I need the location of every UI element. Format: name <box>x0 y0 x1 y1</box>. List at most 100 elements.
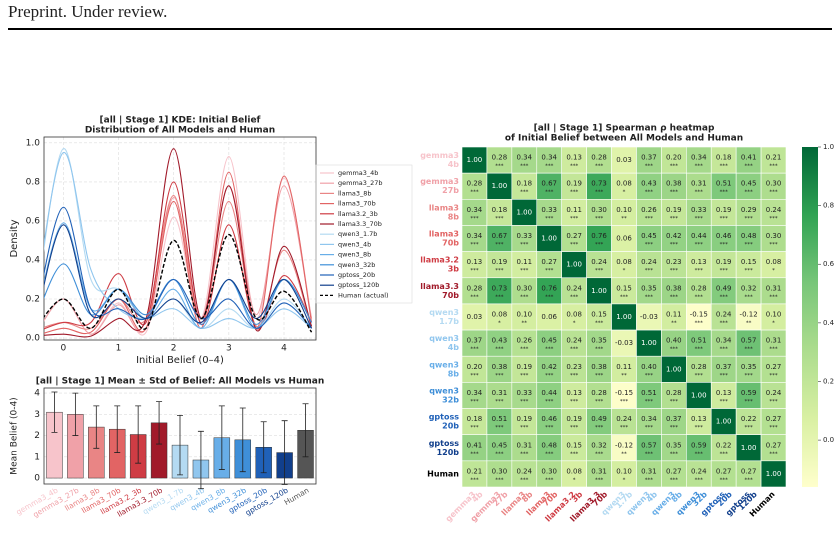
cell-stars: *** <box>470 347 479 353</box>
cell-stars: *** <box>645 242 654 248</box>
heatmap-cell <box>760 408 787 435</box>
cell-value: 0.33 <box>517 232 533 240</box>
cell-stars: *** <box>595 268 604 274</box>
cell-stars: *** <box>570 451 579 457</box>
cell-value: 0.22 <box>741 415 757 423</box>
cell-value: 0.67 <box>492 232 508 240</box>
cell-stars: *** <box>595 242 604 248</box>
cell-stars: *** <box>470 373 479 379</box>
cell-value: 0.57 <box>641 441 657 449</box>
cell-stars: *** <box>595 399 604 405</box>
cell-stars: *** <box>645 268 654 274</box>
heatmap-cell <box>486 408 513 435</box>
heatmap-cell <box>611 382 637 409</box>
cell-value: 0.32 <box>591 441 607 449</box>
heatmap-cell <box>611 199 637 226</box>
cell-stars: *** <box>520 399 529 405</box>
heatmap-cell <box>686 460 712 488</box>
cell-value: 0.28 <box>666 389 682 397</box>
heatmap-cell <box>586 251 612 279</box>
cell-stars: *** <box>620 399 629 405</box>
kde-line <box>44 224 313 329</box>
cell-stars: *** <box>545 373 554 379</box>
cell-stars: *** <box>670 347 679 353</box>
cell-stars: *** <box>470 451 479 457</box>
cell-value: 0.41 <box>467 441 483 449</box>
heatmap-cell <box>611 408 637 435</box>
heatmap-cell <box>661 329 687 357</box>
cell-stars: *** <box>670 294 679 300</box>
cell-stars: *** <box>670 268 679 274</box>
cell-stars: *** <box>570 190 579 196</box>
heatmap-cell <box>636 408 662 435</box>
cell-stars: *** <box>670 451 679 457</box>
cell-value: 0.13 <box>691 258 707 266</box>
cell-stars: *** <box>495 216 504 222</box>
cell-stars: *** <box>595 190 604 196</box>
y-tick-label: 0.4 <box>26 255 41 265</box>
cell-value: 0.45 <box>541 337 557 345</box>
cell-value: 1.00 <box>716 418 732 426</box>
error-bar <box>114 405 121 453</box>
cell-stars: *** <box>495 451 504 457</box>
cell-stars: *** <box>720 399 729 405</box>
cell-stars: *** <box>570 399 579 405</box>
cell-stars: *** <box>620 294 629 300</box>
x-tick-label: 1 <box>116 344 122 354</box>
cell-value: 0.24 <box>616 415 632 423</box>
cell-value: 0.51 <box>716 180 732 188</box>
cell-value: 0.08 <box>766 258 782 266</box>
cell-value: 1.00 <box>741 444 757 452</box>
heatmap-cell <box>486 251 513 279</box>
heatmap-cell <box>486 329 513 357</box>
heatmap-cell <box>486 146 513 174</box>
heatmap-cell <box>461 251 488 279</box>
heatmap-cell <box>686 225 712 252</box>
cell-value: 0.37 <box>716 363 732 371</box>
cell-value: 0.37 <box>666 415 682 423</box>
heatmap-cell <box>735 382 762 409</box>
kde-line <box>44 222 313 329</box>
cell-stars: *** <box>769 399 778 405</box>
heatmap-cell <box>561 382 587 409</box>
y-tick-label: 1 <box>34 452 40 462</box>
cell-stars: *** <box>695 451 704 457</box>
cell-value: 0.21 <box>766 154 782 162</box>
heatmap-cell <box>636 146 662 174</box>
cell-value: 0.30 <box>766 232 782 240</box>
cell-stars: *** <box>645 399 654 405</box>
heatmap-cell <box>661 251 687 279</box>
cell-value: 0.10 <box>616 206 632 214</box>
error-bar <box>197 430 204 490</box>
heatmap-cell <box>686 355 712 383</box>
cell-value: 0.08 <box>616 180 632 188</box>
cell-stars: *** <box>470 425 479 431</box>
heatmap-cell <box>511 303 538 331</box>
cell-stars: *** <box>695 216 704 222</box>
heatmap-cell <box>636 355 662 383</box>
cell-value: 0.27 <box>741 467 757 475</box>
cell-value: 0.34 <box>467 206 483 214</box>
cell-stars: * <box>573 477 576 483</box>
x-tick-label: 3 <box>226 344 232 354</box>
colorbar-label: 0.0 <box>823 436 834 444</box>
cell-value: 0.34 <box>691 154 707 162</box>
error-bar <box>281 420 288 485</box>
heatmap-cell <box>710 408 737 435</box>
cell-value: 1.00 <box>691 391 707 399</box>
cell-stars: *** <box>670 190 679 196</box>
row-label: llama3 <box>429 203 459 212</box>
cell-value: -0.12 <box>740 311 758 319</box>
cell-stars: *** <box>595 451 604 457</box>
cell-value: 0.45 <box>641 232 657 240</box>
heatmap-cell <box>586 434 612 462</box>
cell-stars: *** <box>670 425 679 431</box>
heatmap-cell <box>561 172 587 200</box>
cell-stars: *** <box>744 347 753 353</box>
kde-line <box>44 181 313 330</box>
cell-stars: *** <box>520 190 529 196</box>
heatmap-cell <box>586 408 612 435</box>
heatmap-cell <box>710 434 737 462</box>
cell-value: 0.27 <box>541 258 557 266</box>
cell-value: 0.31 <box>766 284 782 292</box>
